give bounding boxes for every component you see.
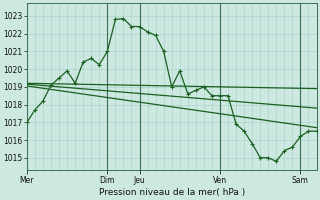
X-axis label: Pression niveau de la mer( hPa ): Pression niveau de la mer( hPa ) (99, 188, 245, 197)
